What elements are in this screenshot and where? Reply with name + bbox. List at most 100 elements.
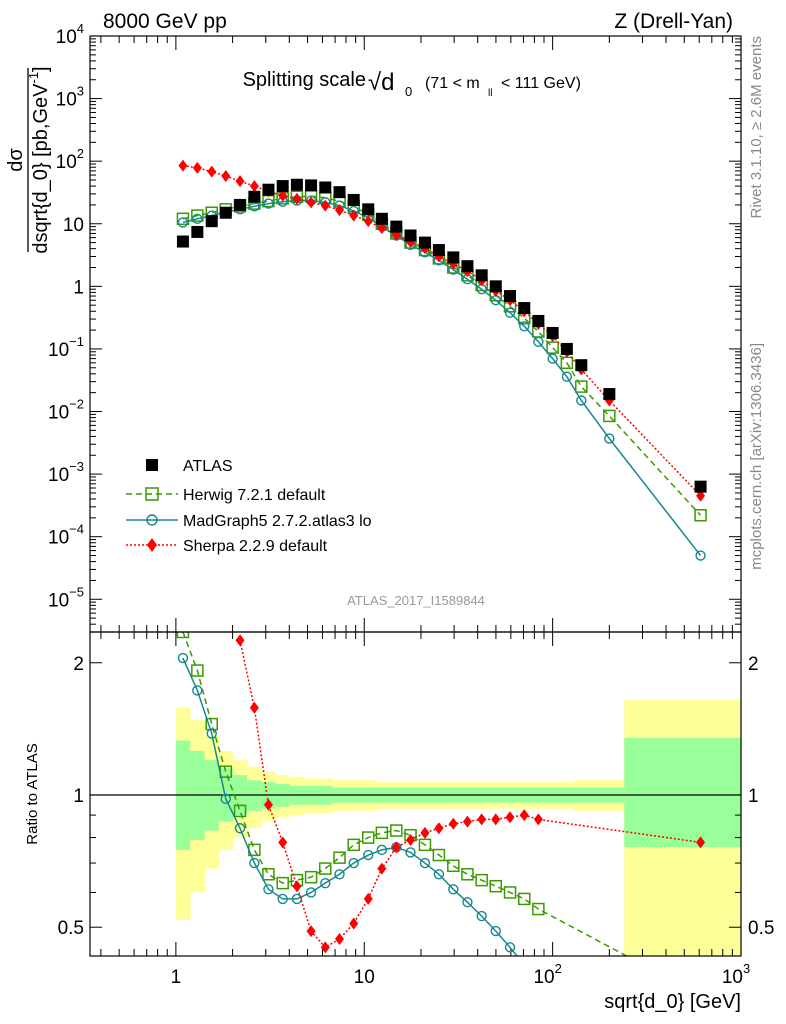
y-tick-label-base: 10 bbox=[48, 590, 69, 611]
x-tick-label-base: 10 bbox=[533, 967, 554, 988]
y-label-numerator: dσ bbox=[5, 148, 27, 172]
y-tick-label-base: 1 bbox=[73, 277, 84, 298]
data-point-sherpa bbox=[335, 933, 345, 946]
ratio-y-axis-label: Ratio to ATLAS bbox=[24, 743, 41, 844]
data-point-madgraph bbox=[504, 307, 516, 318]
data-point-madgraph bbox=[561, 371, 573, 382]
data-point-madgraph bbox=[220, 793, 231, 805]
data-point-herwig bbox=[333, 851, 346, 864]
data-point-sherpa bbox=[320, 941, 330, 954]
data-point-madgraph bbox=[604, 433, 615, 444]
data-point-sherpa bbox=[349, 209, 359, 222]
data-point-sherpa bbox=[462, 815, 472, 828]
analysis-label: ATLAS_2017_I1589844 bbox=[347, 593, 485, 608]
data-point-sherpa bbox=[696, 836, 706, 849]
data-point-sherpa bbox=[278, 836, 288, 849]
ratio-axis-ticks bbox=[90, 632, 742, 956]
data-point-madgraph bbox=[695, 550, 706, 561]
plot-title-subscript: 0 bbox=[405, 84, 412, 99]
rivet-version-text: Rivet 3.1.10, ≥ 2.6M events bbox=[748, 36, 765, 219]
data-point-sherpa bbox=[406, 833, 416, 846]
x-tick-label-exponent: 3 bbox=[743, 961, 750, 976]
data-point-madgraph bbox=[520, 961, 529, 970]
data-point-herwig bbox=[191, 664, 204, 677]
data-point-atlas bbox=[603, 388, 616, 401]
data-point-madgraph bbox=[348, 857, 359, 869]
plot-title-range-post: < 111 GeV) bbox=[501, 75, 581, 92]
y-tick-label: 10−2 bbox=[48, 397, 84, 424]
y-tick-label-base: 10 bbox=[56, 152, 77, 173]
plot-title-main: Splitting scale bbox=[243, 69, 366, 91]
data-point-madgraph bbox=[405, 847, 416, 858]
data-point-atlas bbox=[262, 183, 275, 196]
y-tick-label-exponent: 3 bbox=[77, 84, 84, 99]
data-point-atlas bbox=[461, 260, 474, 273]
data-point-sherpa bbox=[363, 215, 373, 228]
header-right-title: Z (Drell-Yan) bbox=[614, 10, 733, 33]
y-tick-label-exponent: 4 bbox=[77, 21, 84, 36]
y-tick-label: 10 bbox=[63, 215, 84, 236]
data-point-madgraph bbox=[519, 321, 530, 332]
data-point-atlas bbox=[333, 186, 346, 199]
data-point-atlas bbox=[248, 190, 261, 203]
data-point-sherpa bbox=[306, 925, 316, 938]
data-point-herwig bbox=[532, 902, 545, 916]
y-tick-label-base: 10 bbox=[63, 215, 84, 236]
x-axis-label: sqrt{d_0} [GeV] bbox=[604, 991, 741, 1013]
data-point-madgraph bbox=[376, 844, 388, 856]
y-tick-label-base: 10 bbox=[56, 27, 77, 48]
y-label-den-main: dsqrt{d_0} [pb,GeV bbox=[30, 83, 52, 254]
data-point-sherpa bbox=[448, 817, 458, 830]
x-tick-label: 102 bbox=[533, 961, 561, 988]
y-tick-label-exponent: −2 bbox=[69, 397, 84, 412]
y-label-den-sup: -1 bbox=[26, 72, 41, 84]
data-point-herwig bbox=[276, 876, 289, 890]
data-point-madgraph bbox=[291, 893, 303, 905]
plot-title-symbol: √d bbox=[368, 69, 395, 96]
data-point-herwig bbox=[575, 380, 588, 393]
data-point-sherpa bbox=[505, 811, 515, 824]
data-point-herwig bbox=[503, 886, 517, 899]
data-point-madgraph bbox=[490, 925, 501, 937]
plot-title-range-sub: ll bbox=[488, 88, 492, 99]
data-point-atlas bbox=[489, 280, 502, 293]
y-tick-label: 10−3 bbox=[48, 459, 84, 486]
data-point-madgraph bbox=[320, 877, 331, 889]
data-point-madgraph bbox=[263, 198, 274, 209]
data-point-herwig bbox=[518, 892, 531, 906]
legend-marker-madgraph bbox=[146, 514, 158, 526]
y-tick-label: 10−4 bbox=[48, 522, 84, 549]
legend-marker-sherpa bbox=[147, 538, 157, 552]
data-point-sherpa bbox=[420, 826, 430, 839]
plot-title-range-pre: (71 < m bbox=[425, 75, 480, 92]
data-point-madgraph bbox=[462, 897, 473, 908]
y-label-den-close: ] bbox=[30, 66, 52, 72]
data-point-sherpa bbox=[192, 161, 202, 174]
data-point-sherpa bbox=[306, 196, 316, 209]
mcplots-reference-text: mcplots.cern.ch [arXiv:1306.3436] bbox=[748, 343, 765, 570]
ratio-y-tick-label-right: 2 bbox=[748, 654, 759, 675]
data-point-herwig bbox=[304, 870, 318, 884]
series-line-sherpa bbox=[239, 640, 701, 949]
legend-label-atlas: ATLAS bbox=[183, 458, 233, 475]
data-point-herwig bbox=[461, 868, 474, 881]
data-point-atlas bbox=[234, 198, 247, 211]
y-tick-label-exponent: 2 bbox=[77, 146, 84, 161]
data-point-sherpa bbox=[377, 862, 387, 875]
data-point-herwig bbox=[390, 824, 403, 837]
data-point-herwig bbox=[418, 838, 432, 852]
data-point-herwig bbox=[361, 831, 375, 844]
data-point-atlas bbox=[176, 235, 189, 248]
y-tick-label: 10−5 bbox=[48, 584, 84, 611]
data-point-sherpa bbox=[178, 159, 188, 172]
y-tick-label-exponent: −5 bbox=[69, 584, 84, 599]
data-point-atlas bbox=[276, 180, 289, 193]
y-tick-label-base: 10 bbox=[48, 340, 69, 361]
ratio-y-tick-label-left: 2 bbox=[73, 654, 84, 675]
plot-title: Splitting scale √d 0 (71 < m ll < 111 Ge… bbox=[243, 69, 581, 99]
y-tick-label-exponent: −4 bbox=[69, 522, 84, 537]
y-tick-label-base: 10 bbox=[48, 403, 69, 424]
data-point-madgraph bbox=[433, 869, 445, 880]
ratio-x-tick-labels: 1 10 102 103 bbox=[171, 961, 751, 988]
